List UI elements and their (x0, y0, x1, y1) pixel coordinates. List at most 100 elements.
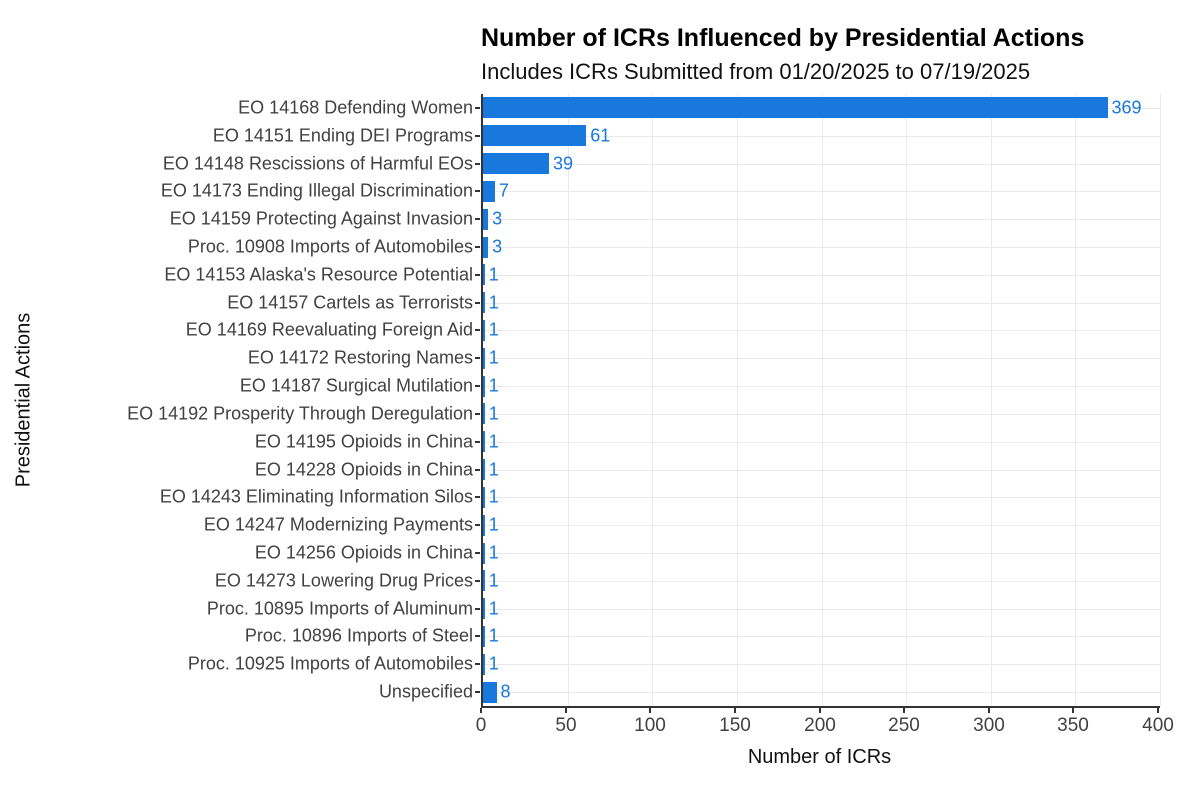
bar-value-label: 3 (492, 236, 503, 257)
gridline-horizontal (483, 164, 1160, 165)
bar (483, 264, 485, 285)
y-tick (475, 135, 480, 137)
gridline-horizontal (483, 692, 1160, 693)
y-tick (475, 413, 480, 415)
y-tick (475, 441, 480, 443)
category-label: EO 14159 Protecting Against Invasion (169, 208, 473, 229)
x-tick (734, 708, 736, 713)
gridline-horizontal (483, 358, 1160, 359)
category-label: Proc. 10908 Imports of Automobiles (187, 236, 473, 257)
category-label: EO 14153 Alaska's Resource Potential (164, 264, 473, 285)
y-tick (475, 329, 480, 331)
bar-value-label: 1 (488, 625, 499, 646)
plot-area: 369 61 39 7 3 3 1 1 1 1 1 1 1 1 1 1 1 1 1 1 1 8 (481, 94, 1161, 708)
x-tick (649, 708, 651, 713)
y-axis-title: Presidential Actions (12, 312, 35, 488)
bar-value-label: 1 (488, 542, 499, 563)
category-label: EO 14273 Lowering Drug Prices (214, 570, 473, 591)
y-tick (475, 691, 480, 693)
y-tick (475, 663, 480, 665)
category-label: EO 14172 Restoring Names (247, 347, 473, 368)
bar (483, 487, 485, 508)
y-tick (475, 469, 480, 471)
bar (483, 181, 495, 202)
category-label: EO 14168 Defending Women (238, 97, 473, 118)
bar-value-label: 1 (488, 431, 499, 452)
bar-value-label: 8 (500, 681, 511, 702)
category-label: EO 14169 Reevaluating Foreign Aid (185, 319, 473, 340)
y-tick (475, 218, 480, 220)
category-label: EO 14243 Eliminating Information Silos (159, 486, 473, 507)
gridline-vertical (1160, 94, 1161, 706)
bar (483, 570, 485, 591)
y-tick (475, 580, 480, 582)
bar (483, 459, 485, 480)
gridline-horizontal (483, 219, 1160, 220)
y-tick (475, 302, 480, 304)
bar-value-label: 3 (492, 208, 503, 229)
x-tick-label: 400 (1142, 715, 1174, 736)
x-tick-label: 300 (973, 715, 1005, 736)
category-label: Proc. 10925 Imports of Automobiles (187, 653, 473, 674)
y-tick (475, 635, 480, 637)
x-tick-label: 350 (1057, 715, 1089, 736)
bar (483, 125, 587, 146)
category-label: EO 14195 Opioids in China (254, 431, 473, 452)
gridline-horizontal (483, 330, 1160, 331)
y-tick (475, 163, 480, 165)
x-tick (988, 708, 990, 713)
bar (483, 431, 485, 452)
bar (483, 348, 485, 369)
bar (483, 376, 485, 397)
bar (483, 237, 489, 258)
category-label: EO 14151 Ending DEI Programs (212, 125, 473, 146)
x-tick (480, 708, 482, 713)
chart-title: Number of ICRs Influenced by Presidentia… (481, 24, 1085, 52)
bar-value-label: 1 (488, 292, 499, 313)
bar (483, 626, 485, 647)
category-label: Proc. 10895 Imports of Aluminum (206, 598, 473, 619)
gridline-vertical (1075, 94, 1076, 706)
gridline-vertical (568, 94, 569, 706)
gridline-horizontal (483, 525, 1160, 526)
gridline-horizontal (483, 636, 1160, 637)
bar-value-label: 1 (488, 570, 499, 591)
bar-value-label: 1 (488, 403, 499, 424)
bar-value-label: 7 (498, 180, 509, 201)
gridline-vertical (737, 94, 738, 706)
gridline-horizontal (483, 414, 1160, 415)
gridline-horizontal (483, 303, 1160, 304)
bar-value-label: 39 (553, 153, 574, 174)
y-tick (475, 608, 480, 610)
chart-subtitle: Includes ICRs Submitted from 01/20/2025 … (481, 59, 1031, 84)
bar (483, 654, 485, 675)
bar (483, 598, 485, 619)
bar (483, 153, 549, 174)
gridline-horizontal (483, 275, 1160, 276)
x-tick-label: 250 (888, 715, 920, 736)
x-tick (1157, 708, 1159, 713)
gridline-horizontal (483, 191, 1160, 192)
bar (483, 97, 1108, 118)
category-label: EO 14228 Opioids in China (254, 459, 473, 480)
x-tick-label: 150 (719, 715, 751, 736)
bar (483, 682, 497, 703)
gridline-vertical (906, 94, 907, 706)
bar (483, 403, 485, 424)
category-label: EO 14148 Rescissions of Harmful EOs (162, 153, 473, 174)
gridline-horizontal (483, 442, 1160, 443)
y-tick (475, 552, 480, 554)
y-tick (475, 524, 480, 526)
x-tick (903, 708, 905, 713)
bar-value-label: 1 (488, 347, 499, 368)
gridline-horizontal (483, 609, 1160, 610)
bar-value-label: 1 (488, 598, 499, 619)
bar-value-label: 369 (1111, 97, 1142, 118)
x-tick-label: 200 (804, 715, 836, 736)
gridline-horizontal (483, 664, 1160, 665)
bar-value-label: 1 (488, 514, 499, 535)
y-tick (475, 496, 480, 498)
category-label: EO 14256 Opioids in China (254, 542, 473, 563)
y-tick (475, 385, 480, 387)
